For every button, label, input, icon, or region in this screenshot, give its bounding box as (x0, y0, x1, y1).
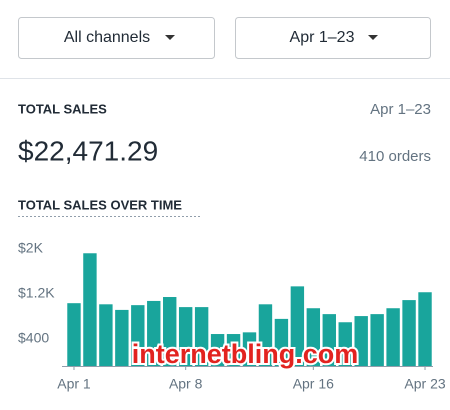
bar (163, 297, 177, 366)
button-label[interactable]: All channels (64, 29, 150, 46)
y-tick-label: $1.2K (18, 284, 55, 300)
bar (242, 332, 257, 366)
date-range: Apr 1–23 (370, 101, 431, 118)
bar (178, 307, 193, 366)
y-tick-label: $2K (18, 240, 44, 256)
section-title: TOTAL SALES (18, 101, 107, 116)
bar (322, 314, 336, 366)
x-tick-label: Apr 23 (404, 376, 445, 392)
bar (402, 300, 416, 366)
bar (210, 334, 225, 366)
bar (131, 305, 145, 366)
bar (67, 303, 81, 366)
bar (386, 308, 400, 366)
bar (83, 253, 97, 366)
button-frame[interactable] (18, 17, 215, 59)
x-tick-label: Apr 16 (293, 376, 334, 392)
total-sales: $22,471.29 (18, 135, 158, 166)
bar (370, 314, 384, 366)
bar (354, 316, 368, 366)
bar (226, 334, 241, 366)
button-label[interactable]: Apr 1–23 (290, 29, 355, 46)
plot: $400 $1.2K $2K Apr 1 Apr 8 Apr 16 Apr 23 (18, 240, 446, 392)
dropdown-arrow[interactable] (368, 35, 378, 40)
bar (274, 318, 289, 366)
bar (115, 309, 129, 366)
bar (194, 307, 209, 366)
watermark: internetbling.com (132, 339, 359, 369)
date-filter[interactable]: Apr 1–23 (235, 17, 431, 59)
chart-title: TOTAL SALES OVER TIME (18, 197, 182, 212)
order-count: 410 orders (359, 148, 431, 165)
x-tick-label: Apr 8 (169, 376, 203, 392)
bar (147, 300, 161, 366)
channel-filter[interactable]: All channels (18, 17, 215, 59)
button-frame[interactable] (235, 17, 431, 59)
dropdown-arrow[interactable] (165, 35, 175, 40)
bar (258, 304, 273, 366)
bar (306, 308, 321, 366)
bar (99, 304, 113, 366)
bar (338, 322, 352, 366)
bar (418, 292, 432, 366)
y-tick-label: $400 (18, 329, 49, 345)
bar (290, 286, 305, 366)
x-tick-label: Apr 1 (57, 376, 91, 392)
